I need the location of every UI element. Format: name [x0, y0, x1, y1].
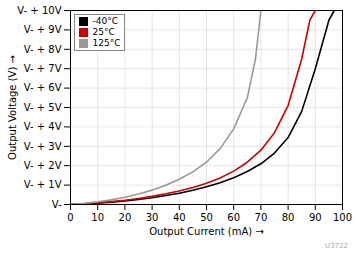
svg-text:V- + 5V: V- + 5V: [24, 102, 62, 113]
svg-text:V- + 8V: V- + 8V: [24, 44, 62, 55]
html-text:125°C: 125°C: [92, 38, 121, 48]
svg-text:V- + 2V: V- + 2V: [24, 160, 62, 171]
svg-text:V- + 6V: V- + 6V: [24, 82, 62, 93]
svg-text:70: 70: [255, 212, 268, 223]
svg-text:V- + 3V: V- + 3V: [24, 141, 62, 152]
html-text:-40°C: -40°C: [92, 16, 118, 26]
svg-text:30: 30: [146, 212, 159, 223]
svg-text:100: 100: [333, 212, 352, 223]
svg-text:Output Current (mA) →: Output Current (mA) →: [149, 226, 264, 237]
svg-text:10: 10: [91, 212, 104, 223]
svg-text:0: 0: [67, 212, 73, 223]
svg-text:40: 40: [173, 212, 186, 223]
svg-text:50: 50: [200, 212, 213, 223]
svg-text:V- + 4V: V- + 4V: [24, 121, 62, 132]
svg-text:V-: V-: [52, 199, 62, 210]
svg-text:V- + 9V: V- + 9V: [24, 24, 62, 35]
html-text:U3722: U3722: [325, 242, 348, 250]
html-text:25°C: 25°C: [92, 27, 115, 37]
svg-text:90: 90: [309, 212, 322, 223]
svg-text:V- + 7V: V- + 7V: [24, 63, 62, 74]
svg-text:80: 80: [282, 212, 295, 223]
svg-text:20: 20: [119, 212, 132, 223]
svg-text:V- + 10V: V- + 10V: [17, 5, 61, 16]
svg-text:Output Voltage (V) →: Output Voltage (V) →: [7, 55, 18, 160]
svg-text:60: 60: [227, 212, 240, 223]
svg-text:V- + 1V: V- + 1V: [24, 179, 62, 190]
